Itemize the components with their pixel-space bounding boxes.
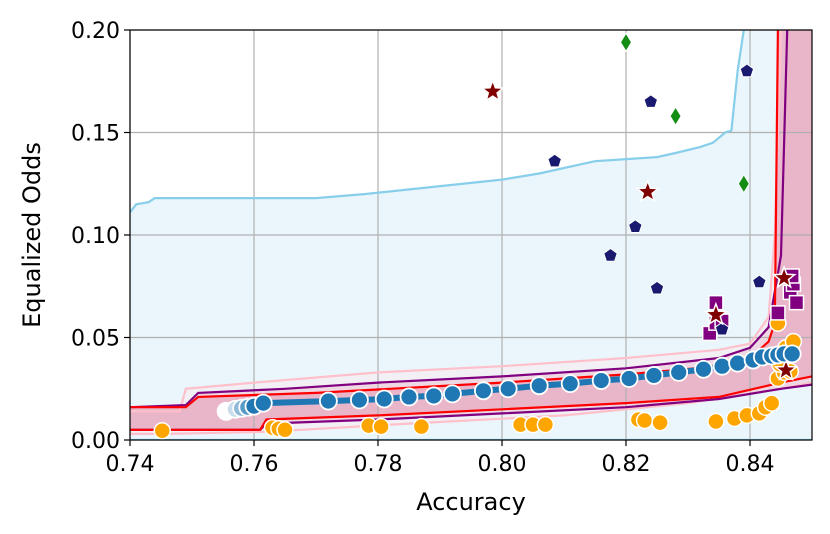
- dark-red-star-point: [771, 264, 797, 289]
- dark-red-star-point: [635, 178, 661, 203]
- band-upper-line-2: [130, 30, 783, 413]
- main-curve-point: [619, 369, 639, 388]
- x-axis-ticks: 0.74 0.76 0.78 0.80 0.82 0.84: [106, 440, 775, 477]
- green-diamond-point: [669, 106, 682, 127]
- x-tick-label: 0.74: [106, 452, 155, 477]
- band-fill-4: [130, 30, 812, 430]
- navy-pentagon-point: [628, 219, 643, 233]
- main-curve-point: [712, 356, 732, 376]
- dark-red-star-point: [480, 78, 506, 103]
- y-tick-label: 0.00: [71, 429, 120, 454]
- x-tick-label: 0.78: [354, 452, 403, 477]
- orange-point: [412, 417, 431, 436]
- orange-point: [635, 411, 654, 430]
- main-curve-point: [782, 344, 802, 364]
- x-tick-label: 0.82: [602, 452, 651, 477]
- scatter-markers: [153, 32, 805, 440]
- main-curve-point: [644, 366, 664, 385]
- navy-pentagon-point: [714, 321, 730, 336]
- band-upper-line-1: [130, 30, 745, 214]
- main-curve-point: [399, 387, 419, 407]
- main-frontier: [216, 344, 802, 421]
- navy-pentagon-point: [547, 153, 562, 168]
- band-lower-line-4: [130, 375, 812, 431]
- main-curve-point: [694, 359, 713, 379]
- orange-point: [276, 421, 294, 439]
- main-curve-point: [374, 389, 394, 409]
- navy-pentagon-point: [649, 280, 665, 295]
- main-curve-point: [473, 381, 493, 401]
- y-tick-label: 0.15: [71, 122, 120, 147]
- y-tick-label: 0.10: [71, 224, 120, 249]
- orange-point: [707, 412, 725, 431]
- navy-pentagon-point: [739, 63, 755, 78]
- orange-point: [651, 413, 669, 432]
- main-curve-point: [669, 362, 689, 382]
- y-axis-ticks: 0.00 0.05 0.10 0.15 0.20: [71, 19, 130, 454]
- main-curve-point: [253, 393, 273, 413]
- navy-pentagon-point: [643, 94, 659, 108]
- x-tick-label: 0.84: [726, 452, 775, 477]
- navy-pentagon-point: [603, 247, 618, 262]
- dark-red-star-point: [773, 357, 799, 381]
- main-curve-point: [560, 374, 580, 394]
- orange-point: [372, 417, 390, 436]
- x-tick-label: 0.76: [230, 452, 279, 477]
- main-curve-point: [591, 371, 611, 390]
- purple-square-point: [788, 294, 805, 311]
- main-curve-point: [349, 390, 369, 410]
- main-curve-point: [529, 376, 549, 396]
- green-diamond-point: [619, 32, 633, 53]
- main-curve-point: [318, 391, 338, 411]
- x-tick-label: 0.80: [478, 452, 527, 477]
- main-curve-point: [498, 379, 518, 399]
- main-curve-point: [424, 386, 444, 406]
- navy-pentagon-point: [752, 274, 767, 289]
- main-curve-point: [442, 384, 462, 404]
- y-tick-label: 0.20: [71, 19, 120, 44]
- y-axis-label: Equalized Odds: [18, 142, 46, 328]
- purple-square-point: [770, 305, 786, 321]
- y-tick-label: 0.05: [71, 327, 120, 352]
- orange-point: [536, 415, 555, 434]
- dark-red-star-point: [703, 301, 729, 326]
- orange-point: [153, 422, 171, 440]
- x-axis-label: Accuracy: [416, 488, 526, 516]
- green-diamond-point: [737, 173, 750, 194]
- main-curve-point: [728, 353, 747, 373]
- orange-point: [762, 394, 781, 412]
